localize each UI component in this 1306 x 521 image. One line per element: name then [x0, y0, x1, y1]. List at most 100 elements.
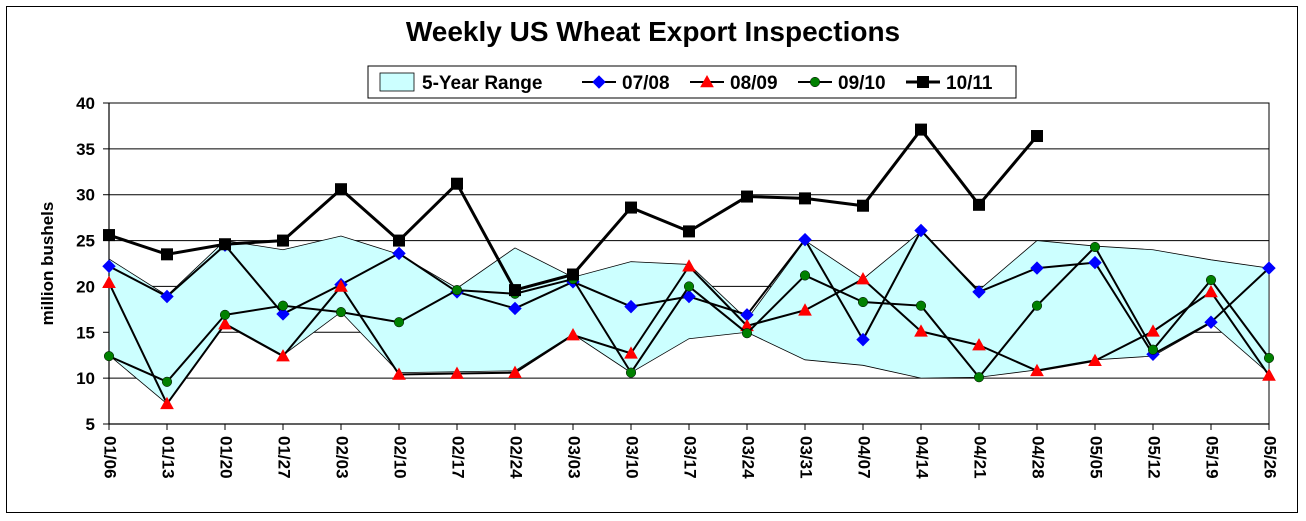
data-point-10-11: [915, 123, 927, 136]
data-point-08-09: [508, 365, 522, 378]
x-tick-label: 05/12: [1145, 436, 1164, 479]
data-point-07-08: [276, 307, 290, 321]
data-point-08-09: [624, 346, 638, 359]
data-point-08-09: [276, 349, 290, 362]
data-point-10-11: [973, 198, 985, 211]
data-point-10-11: [683, 225, 695, 238]
x-tick-label: 01/20: [217, 436, 236, 479]
x-tick-label: 03/10: [623, 436, 642, 479]
x-tick-label: 05/05: [1087, 436, 1106, 479]
y-tick-label: 10: [76, 369, 95, 388]
data-point-08-09: [1204, 284, 1218, 298]
data-point-09-10: [857, 296, 869, 308]
data-point-08-09: [566, 328, 580, 341]
data-point-08-09: [1088, 353, 1102, 367]
legend-label-07-08: 07/08: [622, 73, 670, 94]
data-point-09-10: [277, 300, 289, 311]
data-point-10-11: [451, 177, 463, 190]
data-point-08-09: [392, 367, 406, 380]
data-point-10-11: [625, 201, 637, 214]
data-point-07-08: [1204, 315, 1218, 329]
data-point-10-11: [277, 234, 289, 247]
data-point-08-09: [1146, 324, 1160, 337]
data-point-09-10: [1031, 300, 1043, 311]
data-point-10-11: [393, 234, 405, 247]
data-point-08-09: [856, 272, 870, 285]
data-point-08-09: [798, 303, 812, 316]
data-point-09-10: [103, 351, 115, 362]
x-tick-label: 03/17: [681, 436, 700, 479]
chart-title: Weekly US Wheat Export Inspections: [405, 16, 901, 47]
y-tick-label: 40: [76, 94, 95, 113]
data-point-07-08: [914, 223, 928, 238]
x-tick-label: 03/03: [565, 436, 584, 479]
y-tick-label: 25: [76, 232, 95, 251]
data-point-08-09: [972, 338, 986, 351]
data-point-09-10: [1147, 344, 1159, 355]
data-point-07-08: [682, 289, 696, 304]
data-point-08-09: [914, 324, 928, 337]
data-point-10-11: [567, 268, 579, 281]
x-tick-label: 05/26: [1261, 436, 1280, 479]
data-point-09-10: [1089, 241, 1101, 253]
data-point-08-09: [102, 275, 116, 289]
data-point-09-10: [799, 270, 811, 281]
y-tick-label: 20: [76, 277, 95, 296]
x-tick-label: 01/27: [275, 436, 294, 479]
x-tick-label: 05/19: [1203, 436, 1222, 479]
data-point-08-09: [1030, 363, 1044, 377]
data-point-10-11: [103, 229, 115, 242]
legend-swatch-range: [379, 72, 415, 92]
x-tick-label: 01/06: [101, 436, 120, 479]
data-point-07-08: [102, 259, 116, 273]
legend-marker-09-10: [809, 76, 821, 88]
x-tick-label: 02/17: [449, 436, 468, 479]
data-point-07-08: [624, 299, 638, 314]
data-point-08-09: [682, 259, 696, 272]
x-tick-label: 04/21: [971, 436, 990, 479]
data-point-09-10: [741, 328, 753, 339]
x-tick-label: 04/14: [913, 436, 932, 479]
legend-marker-10-11: [917, 76, 929, 88]
data-point-07-08: [160, 289, 174, 304]
data-point-08-09: [1262, 368, 1276, 381]
data-point-09-10: [393, 317, 405, 328]
data-point-07-08: [508, 301, 522, 316]
x-tick-label: 02/03: [333, 436, 352, 479]
data-point-08-09: [450, 366, 464, 379]
x-tick-label: 02/10: [391, 436, 410, 479]
data-point-09-10: [1263, 352, 1275, 364]
data-point-07-08: [1030, 261, 1044, 275]
data-point-10-11: [799, 192, 811, 205]
data-point-10-11: [219, 238, 231, 251]
data-point-10-11: [335, 183, 347, 196]
data-point-07-08: [392, 246, 406, 261]
x-tick-label: 04/28: [1029, 436, 1048, 479]
data-point-09-10: [625, 367, 637, 378]
data-point-08-09: [334, 279, 348, 292]
x-tick-label: 03/31: [797, 436, 816, 479]
data-point-09-10: [1205, 274, 1217, 286]
data-point-09-10: [915, 300, 927, 311]
y-tick-label: 15: [76, 323, 95, 342]
data-point-09-10: [161, 376, 173, 387]
legend-label-10-11: 10/11: [946, 73, 993, 94]
y-tick-label: 35: [76, 140, 95, 159]
data-point-07-08: [798, 232, 812, 247]
legend-marker-08-09: [700, 74, 714, 88]
data-point-10-11: [741, 190, 753, 203]
data-point-09-10: [335, 307, 347, 318]
x-tick-label: 01/13: [159, 436, 178, 479]
data-point-09-10: [451, 285, 463, 296]
data-point-10-11: [857, 199, 869, 212]
data-point-08-09: [160, 396, 174, 410]
y-tick-label: 5: [86, 415, 95, 434]
data-point-08-09: [218, 317, 232, 330]
y-axis-label: million bushels: [38, 202, 57, 326]
x-tick-label: 02/24: [507, 436, 526, 479]
legend: 5-Year Range 07/08 08/09 09/10 10/11: [367, 65, 1017, 99]
legend-label-range: 5-Year Range: [422, 73, 542, 94]
data-point-10-11: [509, 284, 521, 297]
legend-label-09-10: 09/10: [838, 73, 886, 94]
